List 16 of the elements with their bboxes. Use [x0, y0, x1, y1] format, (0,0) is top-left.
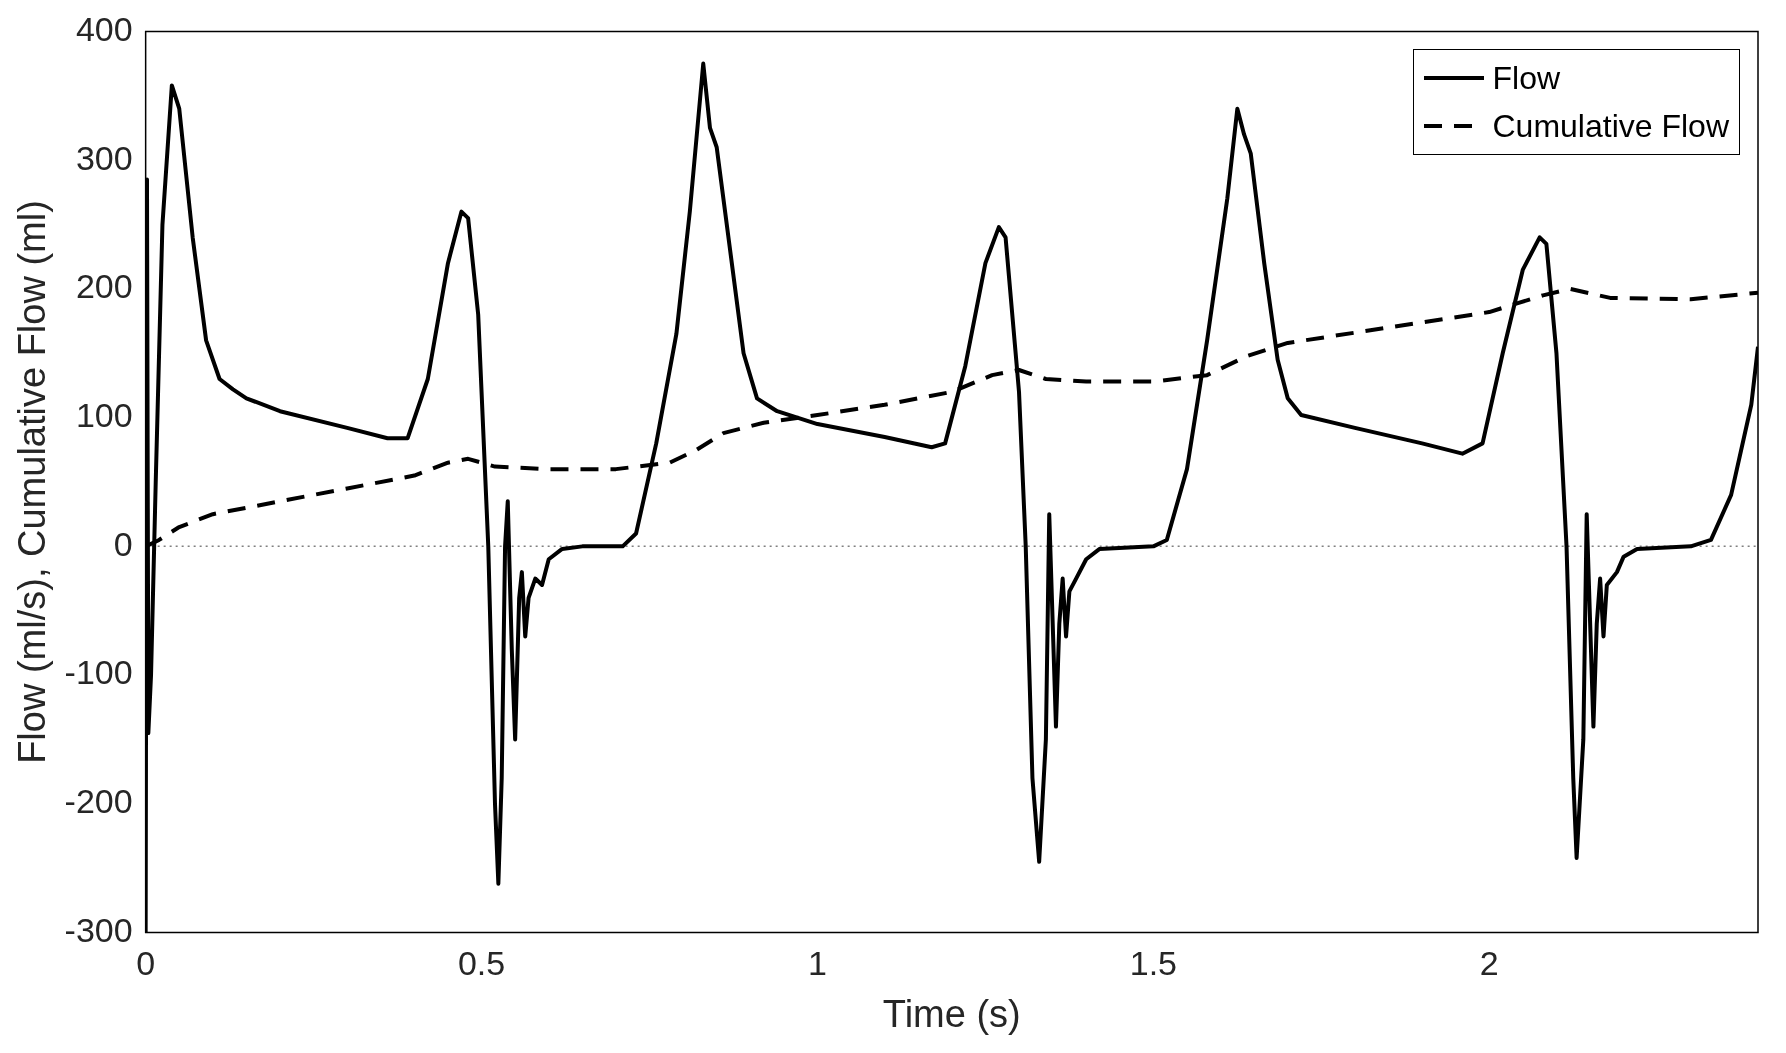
y-tick-label: 0: [113, 524, 133, 563]
x-tick-label: 2: [1479, 944, 1499, 983]
y-tick-label: -200: [64, 782, 133, 821]
y-tick-label: -300: [64, 910, 133, 949]
y-tick-label: 100: [75, 396, 133, 434]
y-tick-label: 200: [75, 267, 133, 306]
x-tick-label: 1: [808, 944, 827, 983]
x-tick-label: 0.5: [457, 944, 506, 983]
y-tick-label: 400: [75, 9, 133, 48]
legend-label: Cumulative Flow: [1492, 107, 1729, 147]
x-tick-label: 1.5: [1129, 944, 1177, 983]
x-axis-title: Time (s): [882, 992, 1021, 1035]
y-tick-label: 300: [75, 138, 133, 177]
y-tick-label: -100: [64, 653, 133, 692]
legend-label: Flow: [1492, 59, 1561, 99]
y-axis-title: Flow (ml/s), Cumulative Flow (ml): [11, 200, 54, 764]
